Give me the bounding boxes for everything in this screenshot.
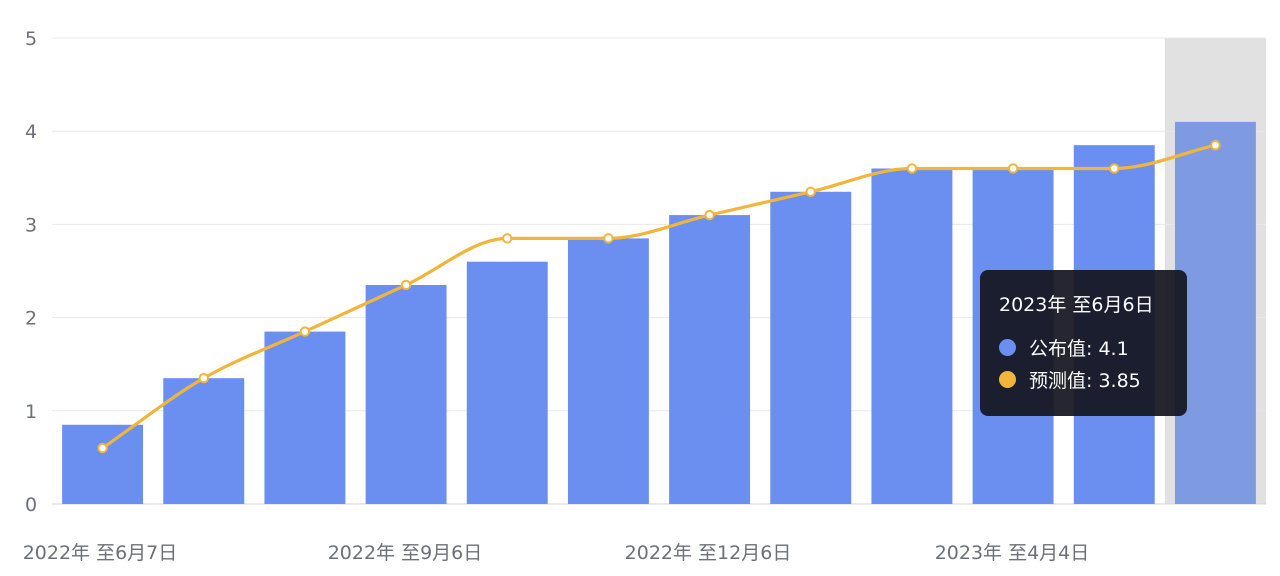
forecast-point-6 (704, 209, 715, 221)
bar-1 (163, 378, 245, 504)
forecast-point-1 (198, 372, 209, 384)
bar-11 (1174, 121, 1256, 504)
chart-tooltip: 2023年 至6月6日 公布值: 4.1 预测值: 3.85 (980, 270, 1187, 416)
y-tick-label-0: 0 (25, 494, 37, 516)
forecast-dot-icon (999, 370, 1016, 388)
bar-5 (567, 238, 649, 504)
forecast-point-0 (97, 442, 108, 454)
x-tick-label-0: 2022年 至6月7日 (23, 542, 178, 564)
y-tick-label-4: 4 (25, 121, 37, 143)
tooltip-row-forecast: 预测值: 3.85 (999, 363, 1168, 395)
x-tick-label-1: 2022年 至9月6日 (328, 542, 483, 564)
x-tick-label-3: 2023年 至4月4日 (935, 542, 1090, 564)
bar-6 (669, 215, 751, 504)
forecast-line (101, 143, 1216, 450)
forecast-point-9 (1007, 163, 1019, 174)
tooltip-title: 2023年 至6月6日 (999, 294, 1154, 316)
bar-2 (264, 331, 346, 504)
forecast-point-3 (400, 279, 412, 291)
bar-3 (365, 284, 447, 504)
forecast-point-11 (1210, 139, 1221, 151)
bar-4 (466, 261, 548, 504)
y-tick-label-1: 1 (25, 401, 37, 423)
forecast-point-4 (502, 233, 513, 244)
bar-8 (871, 168, 953, 505)
forecast-point-7 (805, 186, 816, 197)
forecast-point-5 (603, 233, 614, 244)
forecast-point-10 (1109, 163, 1120, 174)
y-tick-label-3: 3 (25, 214, 37, 236)
tooltip-published-label: 公布值: 4.1 (1029, 337, 1129, 360)
forecast-point-8 (906, 163, 918, 174)
tooltip-row-published: 公布值: 4.1 (999, 331, 1168, 363)
bar-0 (62, 424, 144, 504)
tooltip-forecast-label: 预测值: 3.85 (1029, 369, 1141, 392)
x-tick-label-2: 2022年 至12月6日 (625, 542, 792, 564)
y-tick-label-5: 5 (25, 28, 37, 50)
y-tick-label-2: 2 (25, 308, 37, 330)
published-dot-icon (999, 338, 1016, 356)
forecast-point-2 (299, 326, 311, 337)
bar-7 (770, 191, 852, 504)
